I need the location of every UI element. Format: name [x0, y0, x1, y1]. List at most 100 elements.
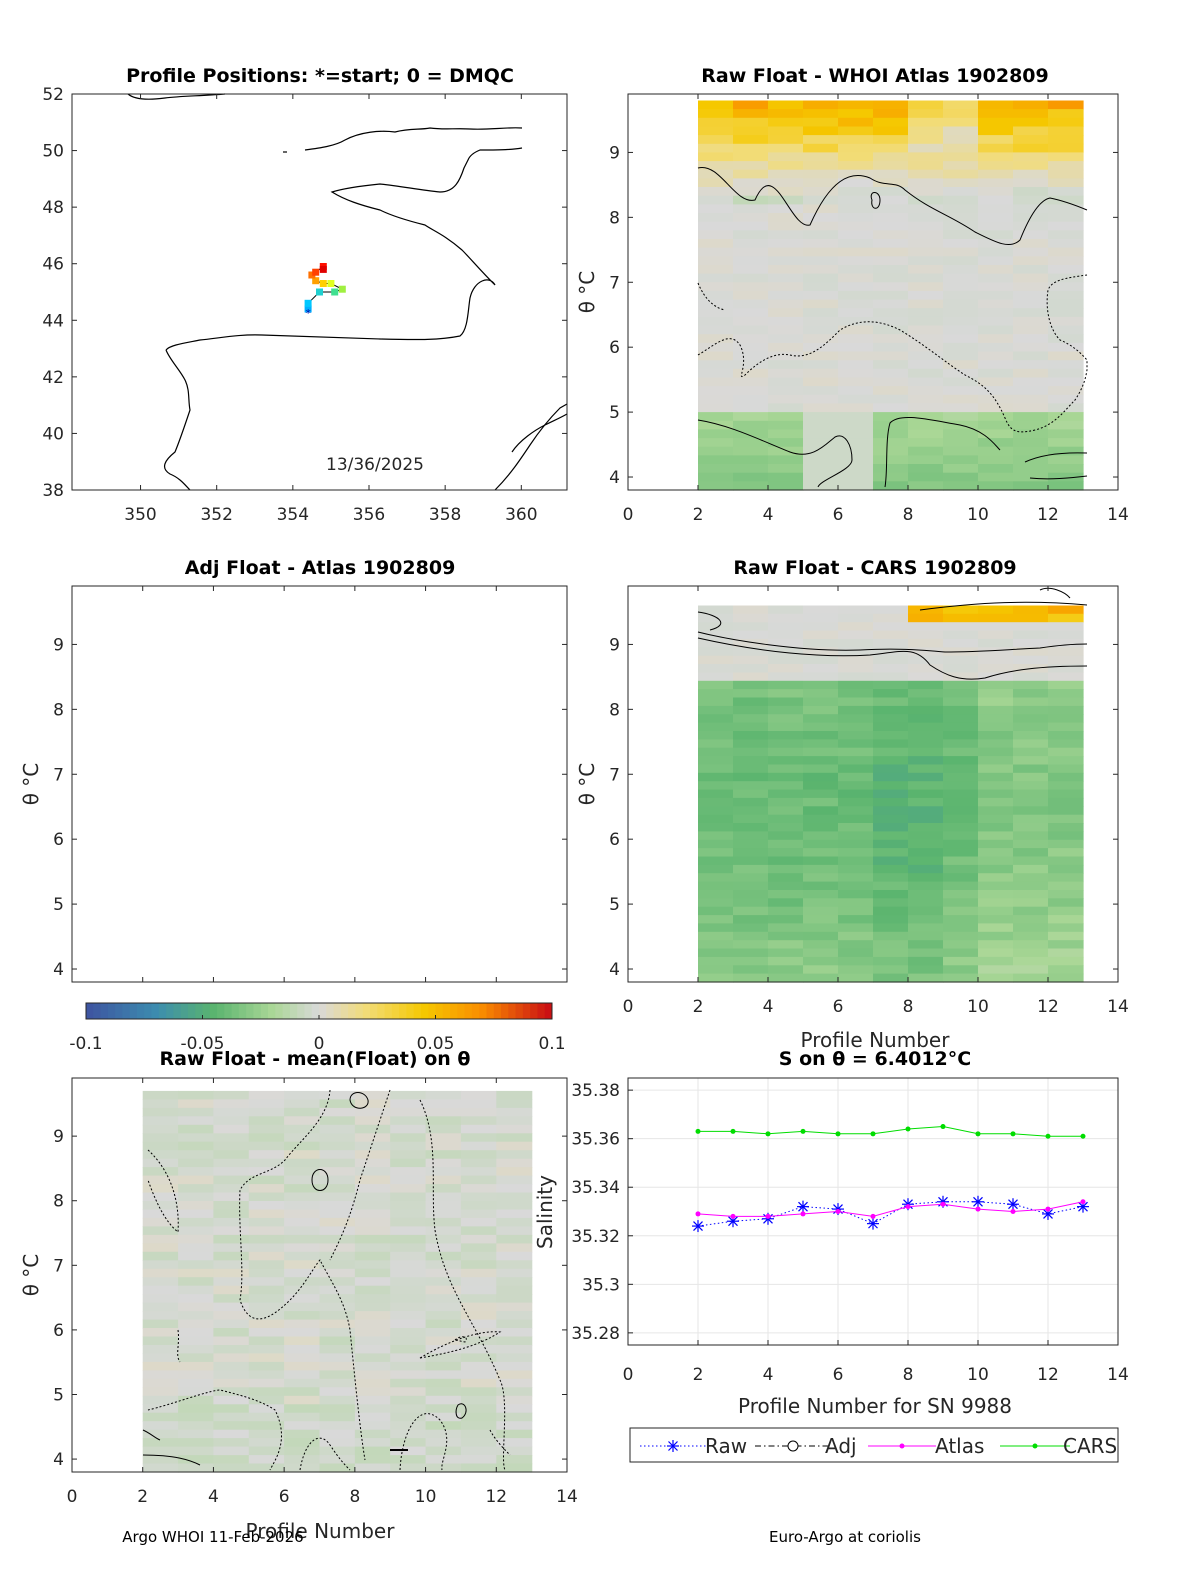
- colorbar-cell: [537, 1003, 546, 1019]
- heatmap-cell: [873, 247, 909, 257]
- heatmap-cell: [768, 117, 804, 128]
- colorbar-cell: [282, 1003, 291, 1019]
- heatmap-cell: [978, 864, 1014, 874]
- heatmap-cell: [838, 455, 874, 465]
- heatmap-cell: [768, 655, 804, 665]
- heatmap-cell: [460, 1175, 497, 1185]
- heatmap-cell: [768, 781, 804, 791]
- heatmap-cell: [1013, 282, 1049, 292]
- heatmap-cell: [698, 143, 734, 154]
- mean-field: [142, 1090, 533, 1473]
- heatmap-cell: [768, 152, 804, 162]
- heatmap-cell: [698, 265, 734, 275]
- heatmap-cell: [873, 789, 909, 799]
- heatmap-cell: [768, 316, 804, 327]
- heatmap-cell: [1013, 781, 1049, 791]
- heatmap-cell: [496, 1429, 533, 1439]
- heatmap-cell: [425, 1277, 462, 1287]
- atlas-point: [1010, 1209, 1016, 1214]
- heatmap-cell: [354, 1116, 391, 1126]
- heatmap-cell: [733, 117, 769, 128]
- heatmap-cell: [768, 195, 804, 205]
- heatmap-cell: [213, 1361, 250, 1371]
- heatmap-cell: [733, 747, 769, 757]
- whoi-xtick-label: 2: [693, 505, 704, 525]
- heatmap-cell: [1013, 377, 1049, 387]
- heatmap-cell: [319, 1243, 356, 1253]
- heatmap-cell: [908, 386, 944, 396]
- heatmap-cell: [284, 1336, 321, 1346]
- heatmap-cell: [978, 697, 1014, 707]
- heatmap-cell: [1013, 714, 1049, 724]
- colorbar-cell: [464, 1003, 473, 1019]
- heatmap-cell: [1048, 143, 1084, 154]
- heatmap-cell: [1013, 764, 1049, 774]
- heatmap-cell: [803, 973, 839, 983]
- whoi-xtick-label: 8: [903, 505, 914, 525]
- heatmap-cell: [768, 622, 804, 632]
- heatmap-cell: [908, 377, 944, 387]
- heatmap-cell: [908, 429, 944, 439]
- heatmap-cell: [943, 230, 979, 240]
- heatmap-cell: [803, 178, 839, 188]
- heatmap-cell: [838, 334, 874, 344]
- heatmap-cell: [390, 1217, 427, 1227]
- salinity-xtick-label: 14: [1107, 1365, 1129, 1385]
- heatmap-cell: [908, 722, 944, 732]
- heatmap-cell: [248, 1226, 285, 1236]
- heatmap-cell: [460, 1116, 497, 1126]
- map-xtick-label: 360: [505, 505, 537, 525]
- heatmap-cell: [768, 906, 804, 916]
- heatmap-cell: [390, 1446, 427, 1456]
- salinity-xlabel: Profile Number for SN 9988: [738, 1394, 1012, 1418]
- heatmap-cell: [698, 420, 734, 431]
- heatmap-cell: [496, 1277, 533, 1287]
- heatmap-cell: [908, 839, 944, 849]
- heatmap-cell: [873, 351, 909, 361]
- heatmap-cell: [733, 342, 769, 353]
- heatmap-cell: [908, 739, 944, 749]
- heatmap-cell: [943, 256, 979, 266]
- heatmap-cell: [768, 464, 804, 474]
- heatmap-cell: [698, 412, 734, 422]
- heatmap-cell: [425, 1438, 462, 1448]
- cars-point: [1010, 1131, 1016, 1137]
- heatmap-cell: [803, 481, 839, 491]
- heatmap-cell: [1048, 789, 1084, 799]
- heatmap-cell: [1013, 638, 1049, 648]
- heatmap-cell: [1013, 973, 1049, 983]
- heatmap-cell: [354, 1243, 391, 1253]
- heatmap-cell: [698, 890, 734, 899]
- heatmap-cell: [178, 1412, 215, 1422]
- heatmap-cell: [803, 100, 839, 110]
- heatmap-cell: [390, 1353, 427, 1363]
- heatmap-cell: [908, 368, 944, 379]
- heatmap-cell: [698, 638, 734, 648]
- salinity-ytick-label: 35.32: [571, 1227, 620, 1247]
- heatmap-cell: [978, 756, 1014, 766]
- heatmap-cell: [978, 290, 1014, 301]
- colorbar-ticks: -0.1 -0.05 0 0.05 0.1: [69, 1015, 566, 1054]
- heatmap-cell: [460, 1294, 497, 1304]
- heatmap-cell: [768, 915, 804, 925]
- heatmap-cell: [838, 100, 874, 110]
- heatmap-cell: [1048, 864, 1084, 874]
- heatmap-cell: [1048, 689, 1084, 699]
- heatmap-cell: [248, 1463, 285, 1473]
- heatmap-cell: [943, 152, 979, 162]
- heatmap-cell: [1048, 806, 1084, 816]
- heatmap-cell: [943, 839, 979, 849]
- heatmap-cell: [733, 481, 769, 491]
- heatmap-cell: [873, 230, 909, 240]
- heatmap-cell: [284, 1277, 321, 1287]
- heatmap-cell: [908, 781, 944, 791]
- heatmap-cell: [908, 680, 944, 690]
- heatmap-cell: [768, 923, 804, 933]
- heatmap-cell: [768, 697, 804, 707]
- colorbar-cell: [107, 1003, 116, 1019]
- heatmap-cell: [978, 377, 1014, 387]
- heatmap-cell: [1048, 230, 1084, 240]
- heatmap-cell: [248, 1404, 285, 1414]
- colorbar-cell: [195, 1003, 203, 1019]
- whoi-title: Raw Float - WHOI Atlas 1902809: [701, 65, 1048, 87]
